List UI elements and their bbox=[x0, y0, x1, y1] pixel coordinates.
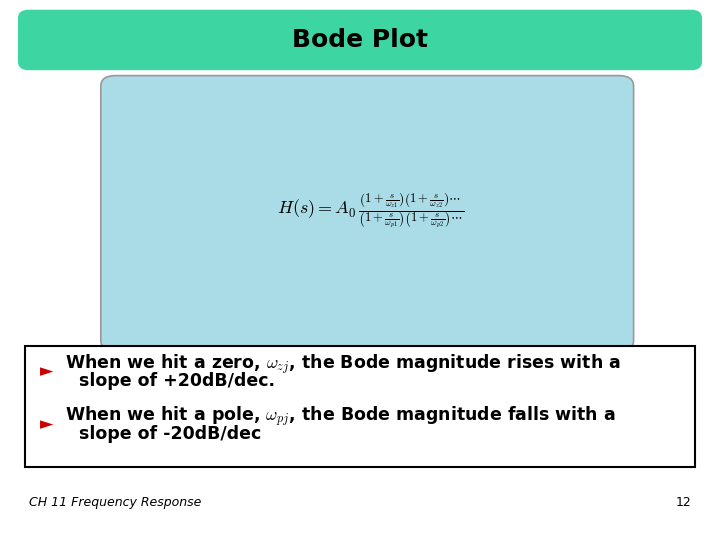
Text: Bode Plot: Bode Plot bbox=[292, 28, 428, 52]
Text: 12: 12 bbox=[675, 496, 691, 509]
FancyBboxPatch shape bbox=[25, 346, 695, 467]
FancyBboxPatch shape bbox=[18, 10, 702, 70]
Text: $H(s) = A_0 \,\frac{\left(1+\frac{s}{\omega_{z1}}\right)\left(1+\frac{s}{\omega_: $H(s) = A_0 \,\frac{\left(1+\frac{s}{\om… bbox=[277, 191, 464, 230]
Text: When we hit a zero, $\omega_{zj}$, the Bode magnitude rises with a: When we hit a zero, $\omega_{zj}$, the B… bbox=[65, 353, 621, 376]
FancyBboxPatch shape bbox=[101, 76, 634, 351]
Text: slope of -20dB/dec: slope of -20dB/dec bbox=[79, 424, 261, 443]
Text: ►: ► bbox=[40, 362, 53, 380]
Text: ►: ► bbox=[40, 415, 53, 433]
Text: CH 11 Frequency Response: CH 11 Frequency Response bbox=[29, 496, 201, 509]
Text: When we hit a pole, $\omega_{pj}$, the Bode magnitude falls with a: When we hit a pole, $\omega_{pj}$, the B… bbox=[65, 406, 616, 429]
Text: slope of +20dB/dec.: slope of +20dB/dec. bbox=[79, 372, 275, 390]
